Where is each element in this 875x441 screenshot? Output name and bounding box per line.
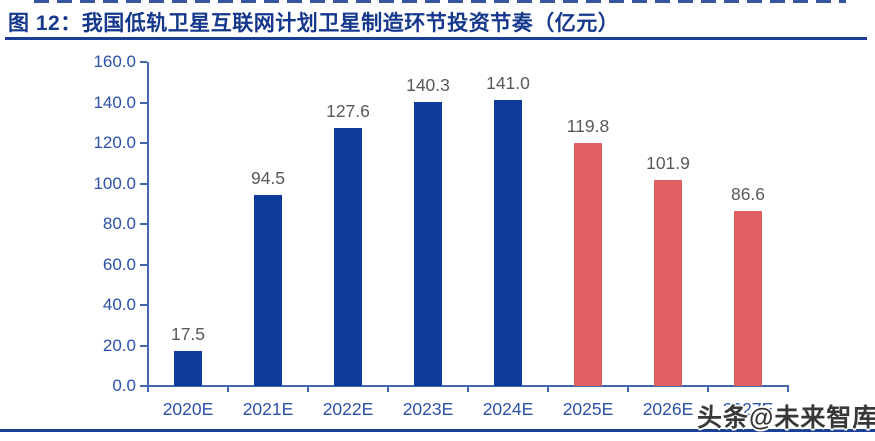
bar-value-label: 119.8	[566, 116, 610, 136]
x-tick-label: 2022E	[322, 399, 374, 419]
bar-value-label: 94.5	[250, 168, 286, 188]
x-tick-mark	[547, 386, 549, 392]
y-tick-label: 80.0	[102, 214, 136, 233]
y-tick-mark	[140, 304, 147, 306]
y-tick-mark	[140, 263, 147, 266]
bar	[334, 128, 362, 386]
x-tick-label: 2021E	[242, 399, 294, 419]
y-tick-label: 40.0	[102, 295, 136, 314]
y-tick-label: 0.0	[112, 376, 136, 395]
bar	[654, 180, 682, 386]
y-tick-mark	[140, 61, 147, 63]
x-tick-label: 2024E	[482, 399, 534, 419]
bottom-rule	[0, 429, 875, 432]
x-tick-mark	[467, 386, 469, 392]
x-tick-mark	[307, 386, 309, 392]
bar	[174, 351, 202, 386]
bar	[254, 195, 282, 386]
y-tick-label: 100.0	[93, 173, 136, 193]
watermark: 头条@未来智库	[697, 404, 875, 432]
y-tick-mark	[140, 101, 147, 104]
y-tick-label: 60.0	[102, 254, 136, 274]
x-tick-mark	[147, 386, 149, 392]
bar-value-label: 127.6	[326, 101, 370, 121]
y-tick-mark	[140, 344, 147, 347]
y-tick-mark	[140, 182, 147, 185]
x-tick-label: 2027E	[722, 399, 774, 419]
bar	[494, 100, 522, 386]
y-tick-label: 160.0	[93, 52, 136, 71]
x-tick-label: 2020E	[162, 399, 214, 419]
bar	[414, 102, 442, 386]
bar	[574, 143, 602, 386]
x-tick-label: 2026E	[642, 399, 694, 419]
x-tick-label: 2025E	[562, 399, 614, 419]
clipped-text-remnant	[34, 0, 846, 3]
x-tick-mark	[627, 386, 629, 392]
y-tick-mark	[140, 142, 147, 144]
x-tick-mark	[227, 386, 229, 392]
y-tick-label: 140.0	[93, 92, 136, 112]
bar-value-label: 17.5	[170, 324, 206, 344]
figure-title: 图 12：我国低轨卫星互联网计划卫星制造环节投资节奏（亿元）	[8, 12, 620, 35]
x-tick-mark	[787, 386, 789, 392]
y-tick-label: 20.0	[102, 335, 136, 355]
x-tick-label: 2023E	[402, 399, 454, 419]
x-tick-mark	[707, 386, 709, 392]
title-underline	[5, 37, 867, 40]
bar	[734, 211, 762, 386]
y-tick-mark	[140, 385, 147, 387]
y-axis-line	[147, 62, 149, 386]
bar-value-label: 140.3	[406, 75, 450, 95]
bar-value-label: 101.9	[646, 153, 690, 173]
x-tick-mark	[387, 386, 389, 392]
bar-value-label: 141.0	[486, 73, 530, 93]
y-tick-mark	[140, 223, 147, 225]
bar-value-label: 86.6	[730, 184, 766, 204]
y-tick-label: 120.0	[93, 133, 136, 152]
